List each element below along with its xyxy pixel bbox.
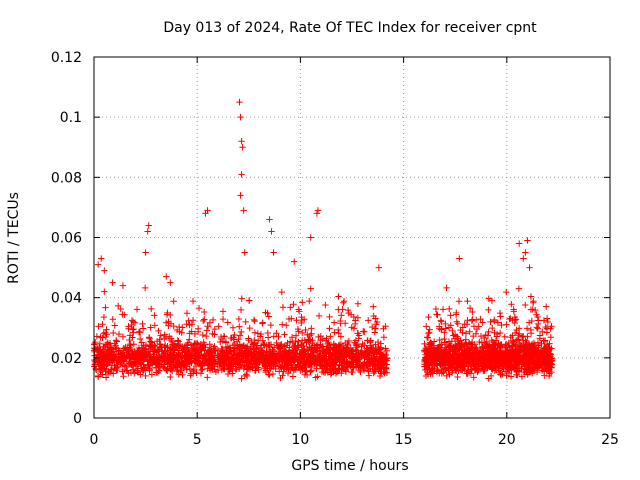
data-point xyxy=(524,237,531,244)
data-point xyxy=(142,249,149,256)
y-tick-label: 0 xyxy=(73,411,82,427)
data-point xyxy=(163,273,170,280)
data-point xyxy=(237,192,244,199)
data-point xyxy=(526,264,533,271)
data-point xyxy=(456,255,463,262)
data-point xyxy=(236,98,243,106)
y-tick-label: 0.12 xyxy=(51,50,82,66)
data-point xyxy=(237,113,244,121)
data-point xyxy=(167,279,174,286)
y-tick-label: 0.04 xyxy=(51,291,82,307)
data-point xyxy=(314,207,322,214)
data-point xyxy=(291,258,298,265)
x-tick-label: 10 xyxy=(291,432,309,448)
data-points xyxy=(90,98,556,382)
data-point xyxy=(241,249,248,256)
data-point xyxy=(375,264,383,271)
y-tick-label: 0.02 xyxy=(51,351,82,367)
data-point xyxy=(240,207,247,214)
data-point xyxy=(101,288,108,295)
data-point xyxy=(268,228,275,235)
axis-ticks: 0 5 10 15 20 25 0 0.02 0.04 0.06 0.08 0.1 0.12 xyxy=(51,50,619,448)
x-tick-label: 5 xyxy=(193,432,202,448)
chart-title: Day 013 of 2024, Rate Of TEC Index for r… xyxy=(163,20,537,36)
scatter-cloud xyxy=(90,284,556,382)
x-axis-label: GPS time / hours xyxy=(291,458,408,474)
data-point xyxy=(520,255,527,262)
x-tick-label: 0 xyxy=(90,432,99,448)
data-point xyxy=(94,261,102,268)
data-point xyxy=(515,240,523,247)
y-tick-label: 0.1 xyxy=(60,110,82,126)
data-point xyxy=(266,216,273,223)
data-point xyxy=(98,255,105,262)
y-tick-label: 0.06 xyxy=(51,231,82,247)
data-point xyxy=(313,210,321,217)
data-point xyxy=(204,207,211,214)
data-point xyxy=(119,282,127,289)
data-point xyxy=(101,267,108,274)
y-axis-label: ROTI / TECUs xyxy=(6,192,22,284)
data-point xyxy=(307,234,314,241)
data-point xyxy=(109,279,116,286)
data-point xyxy=(522,249,529,256)
data-point xyxy=(270,249,277,256)
data-point xyxy=(238,171,245,178)
y-tick-label: 0.08 xyxy=(51,170,82,186)
data-point xyxy=(145,222,152,229)
x-tick-label: 25 xyxy=(601,432,619,448)
x-tick-label: 15 xyxy=(395,432,413,448)
data-point xyxy=(239,144,246,151)
data-point xyxy=(238,138,245,145)
x-tick-label: 20 xyxy=(498,432,516,448)
data-point xyxy=(144,228,151,235)
